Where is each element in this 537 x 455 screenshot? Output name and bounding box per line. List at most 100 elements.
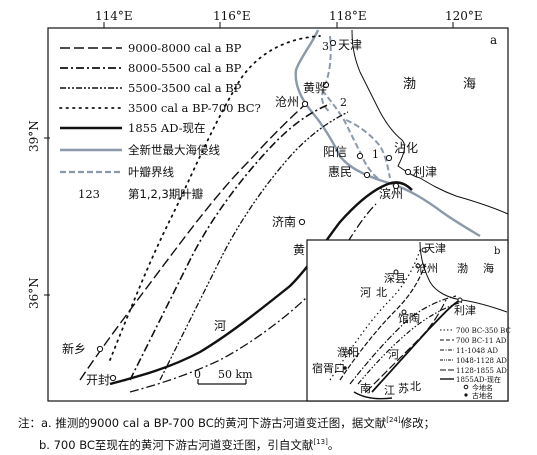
panel-b-channel-longdash xyxy=(365,299,447,393)
legend-b-item-8: 古地名 xyxy=(472,391,493,400)
city-markers xyxy=(96,39,412,382)
panel-b-channel-dash xyxy=(339,261,427,381)
lon-tick-118: 118°E xyxy=(329,9,367,23)
legend-a-item-1: 9000-8000 cal a BP xyxy=(128,41,242,55)
panel-b-place-bohai-2: 海 xyxy=(483,261,494,275)
city-cangzhou-marker xyxy=(301,100,309,108)
legend-b-item-6: 1855AD-现在 xyxy=(456,375,501,384)
lobe-boundary-2 xyxy=(321,89,381,181)
panel-b-cangzhou-marker xyxy=(415,263,421,269)
panel-a-label: a xyxy=(490,33,497,47)
panel-b-suxuguo-marker xyxy=(343,366,347,370)
panel-b-channel-solid xyxy=(371,299,461,393)
legend-a-item-7: 叶瓣界线 xyxy=(128,165,174,179)
panel-b-tianjin-marker xyxy=(421,247,427,253)
scale-bar: 0 50 km xyxy=(194,368,253,385)
legend-b-item-2: 700 BC-11 AD xyxy=(456,337,507,345)
panel-b-place-shenxian: 深县 xyxy=(384,272,406,285)
panel-b: b 天津 沧州 渤 海 深县 河 北 馆陶 利津 濮阳 宿胥口 河 南 江 苏 … xyxy=(306,239,511,402)
caption-line-2: b. 700 BC至现在的黄河下游古河道变迁图，引自文献[13]。 xyxy=(39,437,340,452)
channel-5500-3500 xyxy=(159,111,349,381)
place-bohai-2: 海 xyxy=(463,77,476,92)
channel-1855-present xyxy=(109,181,413,386)
lat-tick-36: 36°N xyxy=(27,277,41,309)
panel-b-channel-dashdot xyxy=(349,295,457,385)
place-binzhou: 滨州 xyxy=(379,186,403,201)
legend-b-item-3: 11-1048 AD xyxy=(456,347,498,355)
panel-b-lijin-marker xyxy=(457,297,463,303)
scale-zero: 0 xyxy=(194,368,201,381)
legend-b: 700 BC-350 BC 700 BC-11 AD 11-1048 AD 10… xyxy=(440,327,511,400)
place-bohai-1: 渤 xyxy=(403,76,416,92)
panel-b-place-hebei-2: 北 xyxy=(376,286,387,299)
caption-line-1: 注：a. 推测的9000 cal a BP-700 BC的黄河下游古河道变迁图，… xyxy=(18,415,436,430)
lon-axis: 114°E 116°E 118°E 120°E xyxy=(95,9,483,28)
panel-b-label: b xyxy=(494,246,500,257)
panel-b-place-puyang: 濮阳 xyxy=(337,345,359,359)
place-yangxin: 阳信 xyxy=(323,145,347,159)
city-yangxin-marker xyxy=(356,152,364,160)
city-huimin-marker xyxy=(363,171,371,179)
figure-caption: 注：a. 推测的9000 cal a BP-700 BC的黄河下游古河道变迁图，… xyxy=(18,411,533,455)
city-binzhou-marker xyxy=(392,182,400,190)
scale-label: 50 km xyxy=(218,368,253,381)
panel-b-river-bei: 北 xyxy=(410,380,421,393)
panel-b-place-cangzhou: 沧州 xyxy=(416,261,438,275)
lat-axis: 39°N 36°N xyxy=(27,120,50,309)
panel-b-place-guantao: 馆陶 xyxy=(398,311,420,325)
city-xinxiang-marker xyxy=(96,345,104,353)
panel-b-place-nan: 南 xyxy=(360,382,371,395)
legend-a: 9000-8000 cal a BP 8000-5500 cal a BP 55… xyxy=(59,41,261,201)
legend-b-item-4: 1048-1128 AD xyxy=(456,357,507,365)
lon-tick-114: 114°E xyxy=(95,9,133,23)
map-frame xyxy=(47,27,509,402)
legend-a-item-3: 5500-3500 cal a BP xyxy=(128,81,242,95)
lobe-label-2: 2 xyxy=(340,96,347,109)
legend-a-item-8: 第1,2,3期叶瓣 xyxy=(128,187,204,201)
lobe-label-1: 1 xyxy=(372,148,379,161)
city-zhanhua-marker xyxy=(385,154,393,162)
river-label-huang: 黄 xyxy=(293,243,305,257)
place-jinan: 济南 xyxy=(272,214,296,229)
panel-b-place-tianjin: 天津 xyxy=(424,242,446,255)
place-tianjin: 天津 xyxy=(338,38,362,52)
lobe-boundary-3 xyxy=(345,119,391,179)
river-label-he: 河 xyxy=(214,319,226,333)
channel-3500-700bc xyxy=(109,35,321,361)
panel-b-shenxian-marker xyxy=(393,269,399,275)
panel-b-river-jiang: 江 xyxy=(384,384,395,397)
city-jinan-marker xyxy=(298,218,306,226)
panel-b-place-bohai-1: 渤 xyxy=(457,262,468,275)
city-lijin-marker xyxy=(404,168,412,176)
max-transgression-line xyxy=(294,29,481,238)
legend-b-item-1: 700 BC-350 BC xyxy=(456,327,511,335)
coastline xyxy=(351,29,509,215)
panel-b-coast xyxy=(419,241,508,313)
city-kaifeng-marker xyxy=(109,374,117,382)
lon-tick-120: 120°E xyxy=(445,9,483,23)
legend-b-item-5: 1128-1855 AD xyxy=(456,367,507,375)
legend-b-item-7: 今地名 xyxy=(472,383,493,392)
panel-b-guantao-marker xyxy=(401,309,407,315)
lobe-label-3: 3 xyxy=(322,40,329,53)
panel-b-river-su: 苏 xyxy=(398,382,409,395)
legend-a-item-6: 全新世最大海侵线 xyxy=(128,143,220,157)
panel-b-place-lijin: 利津 xyxy=(454,304,476,317)
panel-b-place-he: 河 xyxy=(388,348,399,361)
panel-b-channel-dotted xyxy=(329,249,421,381)
legend-a-item-2: 8000-5500 cal a BP xyxy=(128,61,242,75)
legend-a-item-4: 3500 cal a BP-700 BC? xyxy=(128,101,261,115)
city-tianjin-marker xyxy=(329,39,337,47)
panel-b-place-suxuguo: 宿胥口 xyxy=(312,361,345,375)
place-huanghua: 黄骅 xyxy=(303,81,327,95)
lat-tick-39: 39°N xyxy=(27,120,41,152)
paleochannel-map: 114°E 116°E 118°E 120°E 39°N 36°N xyxy=(27,9,511,402)
panel-b-puyang-marker xyxy=(347,349,353,355)
place-zhanhua: 沾化 xyxy=(394,141,418,155)
place-lijin: 利津 xyxy=(413,165,437,179)
city-huanghua-marker xyxy=(322,81,330,89)
place-cangzhou: 沧州 xyxy=(275,94,299,109)
panel-b-place-hebei-1: 河 xyxy=(360,286,371,299)
place-huimin: 惠民 xyxy=(328,165,352,179)
legend-a-item-8-symbol: 123 xyxy=(78,187,100,201)
